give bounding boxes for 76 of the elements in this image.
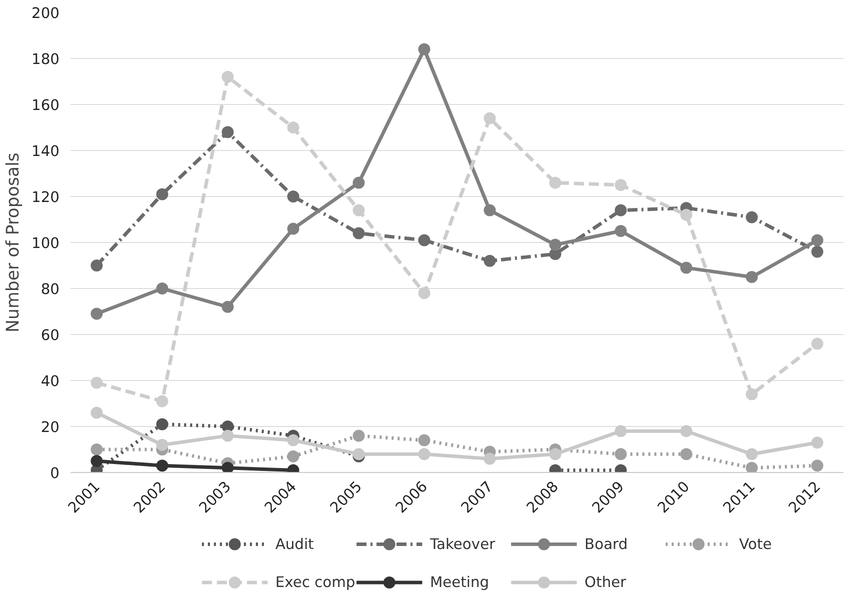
point [287,222,300,235]
y-tick-label: 180 [32,51,60,68]
y-tick-label: 100 [32,235,60,252]
point [222,430,234,442]
point [484,112,496,124]
point [484,452,496,465]
y-tick-label: 60 [40,327,60,344]
point [680,208,692,221]
point [287,434,300,446]
point [287,450,300,462]
point [746,448,758,460]
legend-label: Exec comp [275,574,356,592]
point [614,425,627,438]
point [156,418,168,430]
point [484,254,496,267]
point [418,234,430,246]
point [811,436,824,449]
point [614,448,627,460]
point [156,460,168,472]
point [418,287,430,300]
legend-label: Takeover [428,536,496,553]
point [287,190,300,202]
y-tick-label: 160 [32,97,60,114]
legend-label: Other [584,574,628,592]
point [156,438,168,451]
legend-label: Vote [739,536,772,553]
y-tick-label: 0 [50,465,60,482]
point [90,406,103,419]
y-axis-title: Number of Proposals [4,152,24,332]
point [811,234,824,246]
y-tick-label: 200 [32,5,60,22]
point [90,376,103,389]
point [680,448,692,460]
point [156,282,168,294]
point [90,444,103,456]
point [680,262,692,274]
point [287,122,300,134]
point [746,271,758,283]
point [484,204,496,216]
legend-label: Audit [275,536,314,553]
point [811,246,824,258]
legend-label: Board [584,536,628,553]
point [222,300,234,313]
point [418,448,430,460]
point [90,260,103,272]
y-tick-label: 20 [40,419,60,436]
point [352,430,365,442]
point [90,308,103,320]
y-tick-label: 80 [40,281,60,298]
point [222,126,234,138]
point [746,462,758,472]
point [352,176,365,189]
point [352,204,365,216]
y-tick-label: 120 [32,189,60,206]
point [811,460,824,472]
point [418,434,430,446]
point [614,204,627,216]
point [746,388,758,400]
y-tick-label: 40 [40,373,60,390]
point [549,448,562,460]
point [352,227,365,240]
point [549,176,562,189]
legend-label: Meeting [430,574,490,592]
point [222,462,234,472]
point [746,211,758,224]
point [90,455,103,467]
point [222,70,234,83]
point [614,225,627,237]
point [418,43,430,56]
point [614,179,627,191]
point [811,338,824,350]
point [156,188,168,200]
y-tick-label: 140 [32,143,60,160]
point [549,238,562,251]
point [156,395,168,408]
point [680,425,692,438]
